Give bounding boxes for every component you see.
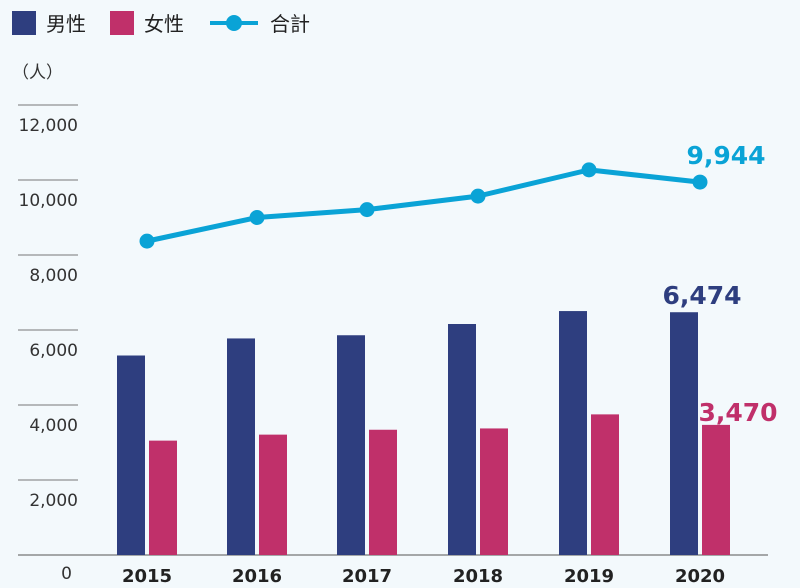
legend: 男性 女性 合計 (12, 8, 310, 37)
bar-male (227, 338, 255, 555)
data-label: 3,470 (698, 398, 777, 427)
legend-item-total: 合計 (208, 8, 310, 37)
legend-item-male: 男性 (12, 8, 86, 37)
x-tick-label: 2020 (675, 566, 725, 587)
bar-female (149, 440, 177, 555)
y-tick-label: 0 (61, 564, 72, 584)
x-tick-label: 2017 (342, 566, 392, 587)
bar-female (369, 429, 397, 555)
legend-label-total: 合計 (270, 12, 310, 36)
x-tick-label: 2015 (122, 566, 172, 587)
x-tick-label: 2018 (453, 566, 503, 587)
total-point (359, 202, 375, 218)
bar-female (591, 414, 619, 555)
bar-male (337, 335, 365, 555)
bar-male (117, 355, 145, 555)
total-point (139, 233, 155, 249)
bar-male (670, 312, 698, 555)
bar-female (480, 428, 508, 555)
bar-male (448, 324, 476, 555)
y-tick-label: 12,000 (19, 116, 78, 136)
total-line (146, 167, 701, 244)
total-point (692, 174, 708, 190)
total-point (581, 162, 597, 178)
legend-label-male: 男性 (46, 12, 86, 36)
y-tick-label: 4,000 (29, 416, 78, 436)
legend-swatch-male (12, 10, 36, 35)
legend-line-marker-icon (210, 14, 258, 31)
y-tick-label: 8,000 (29, 266, 78, 286)
y-tick-label: 6,000 (29, 341, 78, 361)
data-label: 9,944 (686, 141, 765, 170)
data-label: 6,474 (662, 281, 741, 310)
x-tick-label: 2019 (564, 566, 614, 587)
legend-item-female: 女性 (110, 8, 184, 37)
bar-female (259, 434, 287, 555)
bar-male (559, 311, 587, 555)
legend-label-female: 女性 (144, 12, 184, 36)
x-tick-label: 2016 (232, 566, 282, 587)
bar-female (702, 424, 730, 555)
y-axis-unit: （人） (12, 63, 63, 83)
y-tick-label: 10,000 (19, 191, 78, 211)
y-tick-label: 2,000 (29, 491, 78, 511)
total-point (249, 210, 265, 225)
legend-swatch-female (110, 10, 134, 35)
legend-dot (226, 14, 242, 31)
total-point (470, 188, 486, 204)
